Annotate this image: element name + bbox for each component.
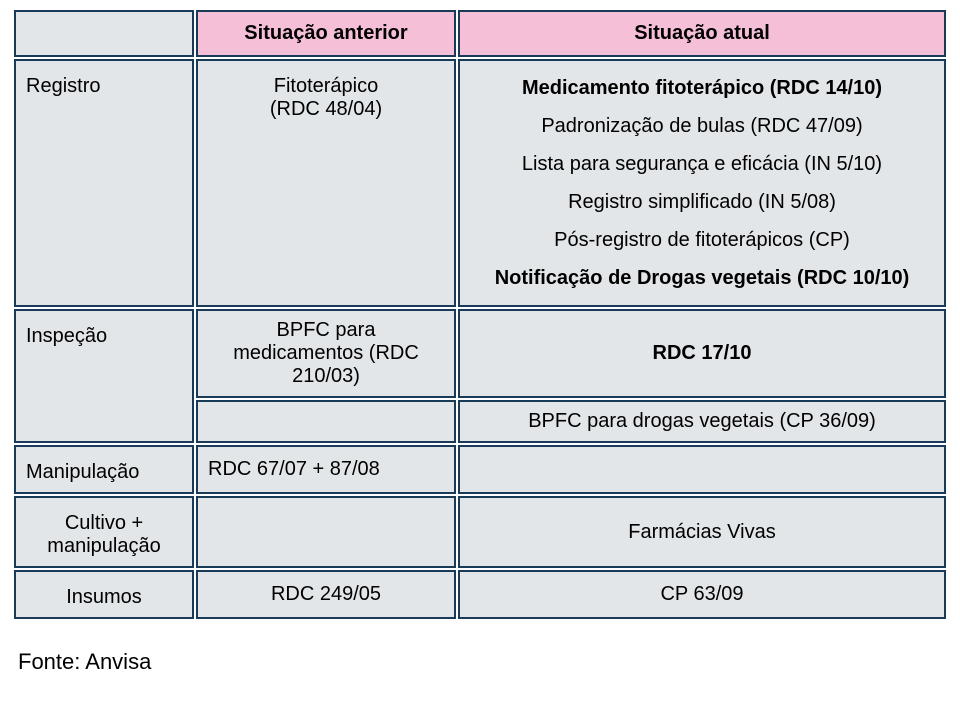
- label-inspecao: Inspeção: [14, 309, 194, 443]
- curr-registro-l5: Pós-registro de fitoterápicos (CP): [470, 221, 934, 259]
- label-cultivo: Cultivo + manipulação: [14, 496, 194, 568]
- source-label: Fonte: Anvisa: [18, 649, 948, 675]
- row-inspecao: Inspeção BPFC para medicamentos (RDC 210…: [14, 309, 946, 398]
- prev-inspecao: BPFC para medicamentos (RDC 210/03): [196, 309, 456, 398]
- label-manip: Manipulação: [14, 445, 194, 494]
- prev-registro-l1: Fitoterápico: [208, 75, 444, 98]
- header-empty: [14, 10, 194, 57]
- row-insumos: Insumos RDC 249/05 CP 63/09: [14, 570, 946, 619]
- prev-registro-l2: (RDC 48/04): [208, 98, 444, 121]
- prev-inspecao-l2: medicamentos (RDC: [208, 342, 444, 365]
- header-row: Situação anterior Situação atual: [14, 10, 946, 57]
- label-insumos: Insumos: [14, 570, 194, 619]
- row-manipulacao: Manipulação RDC 67/07 + 87/08: [14, 445, 946, 494]
- prev-inspecao-l3: 210/03): [208, 365, 444, 388]
- prev-insumos: RDC 249/05: [196, 570, 456, 619]
- label-inspecao-text: Inspeção: [26, 325, 107, 347]
- label-registro: Registro: [14, 59, 194, 307]
- curr-insumos: CP 63/09: [458, 570, 946, 619]
- comparison-table-wrapper: Situação anterior Situação atual Registr…: [12, 8, 948, 621]
- curr-cultivo: Farmácias Vivas: [458, 496, 946, 568]
- curr-manip: [458, 445, 946, 494]
- prev-registro: Fitoterápico (RDC 48/04): [196, 59, 456, 307]
- prev-inspecao-2: [196, 400, 456, 443]
- header-curr: Situação atual: [458, 10, 946, 57]
- curr-registro-l1: Medicamento fitoterápico (RDC 14/10): [470, 69, 934, 107]
- comparison-table: Situação anterior Situação atual Registr…: [12, 8, 948, 621]
- curr-registro-l6: Notificação de Drogas vegetais (RDC 10/1…: [470, 259, 934, 297]
- curr-inspecao: RDC 17/10: [458, 309, 946, 398]
- prev-inspecao-l1: BPFC para: [208, 319, 444, 342]
- label-cultivo-l2: manipulação: [26, 535, 182, 558]
- row-cultivo: Cultivo + manipulação Farmácias Vivas: [14, 496, 946, 568]
- curr-registro-l4: Registro simplificado (IN 5/08): [470, 183, 934, 221]
- curr-registro-l2: Padronização de bulas (RDC 47/09): [470, 107, 934, 145]
- row-registro: Registro Fitoterápico (RDC 48/04) Medica…: [14, 59, 946, 307]
- header-prev: Situação anterior: [196, 10, 456, 57]
- curr-registro: Medicamento fitoterápico (RDC 14/10) Pad…: [458, 59, 946, 307]
- prev-manip: RDC 67/07 + 87/08: [196, 445, 456, 494]
- curr-registro-l3: Lista para segurança e eficácia (IN 5/10…: [470, 145, 934, 183]
- prev-cultivo: [196, 496, 456, 568]
- curr-inspecao-2: BPFC para drogas vegetais (CP 36/09): [458, 400, 946, 443]
- label-registro-text: Registro: [26, 75, 100, 97]
- label-cultivo-l1: Cultivo +: [26, 512, 182, 535]
